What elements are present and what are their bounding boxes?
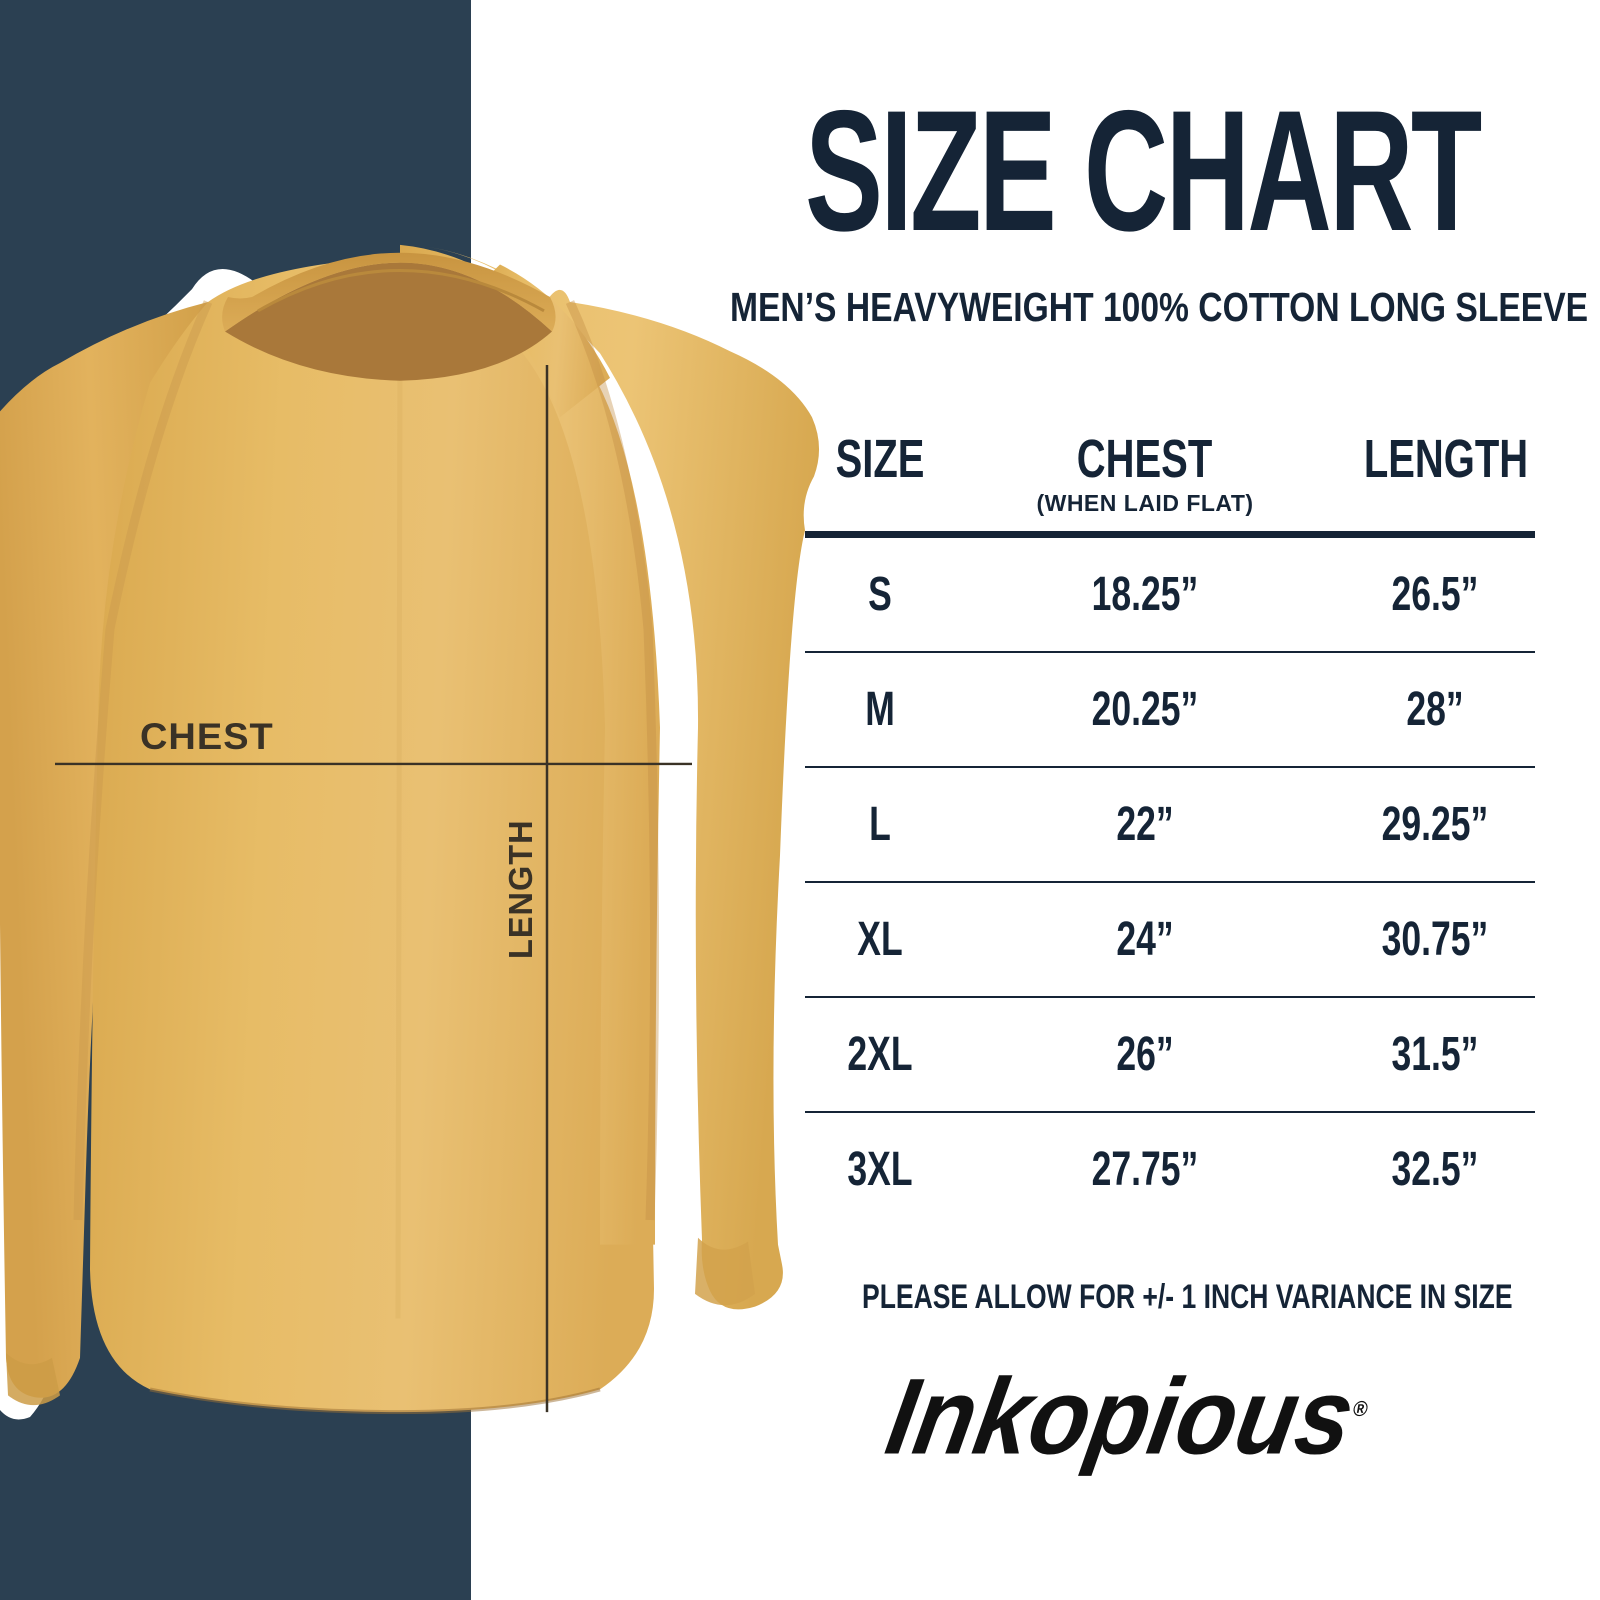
svg-text:CHEST: CHEST	[140, 715, 274, 757]
svg-text:LENGTH: LENGTH	[502, 819, 539, 959]
